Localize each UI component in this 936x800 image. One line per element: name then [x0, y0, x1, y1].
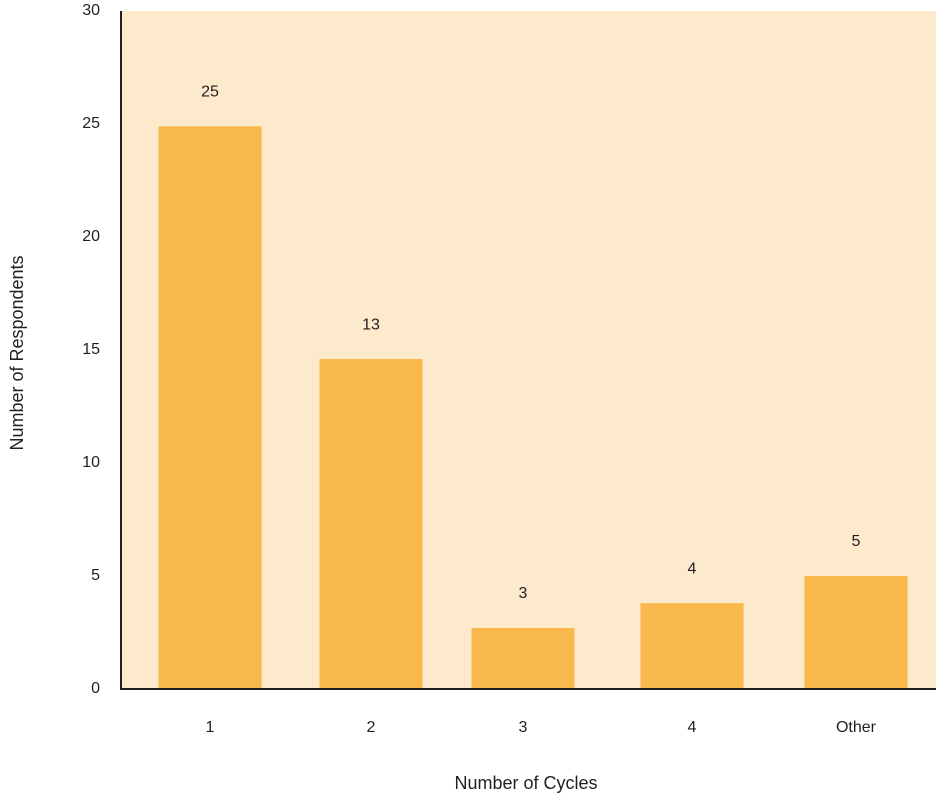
data-label: 5	[852, 533, 861, 550]
bar	[804, 576, 908, 689]
x-axis-title: Number of Cycles	[454, 773, 597, 793]
y-tick-label: 5	[91, 567, 100, 584]
x-axis-ticks: 1 2 3 4 Other	[206, 719, 877, 736]
data-label: 13	[362, 316, 380, 333]
y-tick-label: 15	[82, 341, 100, 358]
bar	[158, 126, 262, 689]
x-tick-label: 2	[367, 719, 376, 736]
bar	[471, 627, 575, 689]
y-tick-label: 10	[82, 454, 100, 471]
bar	[640, 603, 744, 689]
y-tick-label: 0	[91, 680, 100, 697]
data-label: 4	[688, 560, 697, 577]
data-label: 25	[201, 83, 219, 100]
data-labels: 25 13 3 4 5	[201, 83, 860, 602]
bars	[158, 126, 908, 689]
y-tick-label: 20	[82, 228, 100, 245]
y-axis-title: Number of Respondents	[7, 255, 27, 450]
x-tick-label: 1	[206, 719, 215, 736]
y-tick-label: 30	[82, 2, 100, 19]
data-label: 3	[519, 585, 528, 602]
y-tick-label: 25	[82, 115, 100, 132]
y-axis-ticks: 0 5 10 15 20 25 30	[82, 2, 100, 697]
x-tick-label: Other	[836, 719, 877, 736]
x-tick-label: 3	[519, 719, 528, 736]
bar	[319, 359, 423, 689]
x-tick-label: 4	[688, 719, 697, 736]
